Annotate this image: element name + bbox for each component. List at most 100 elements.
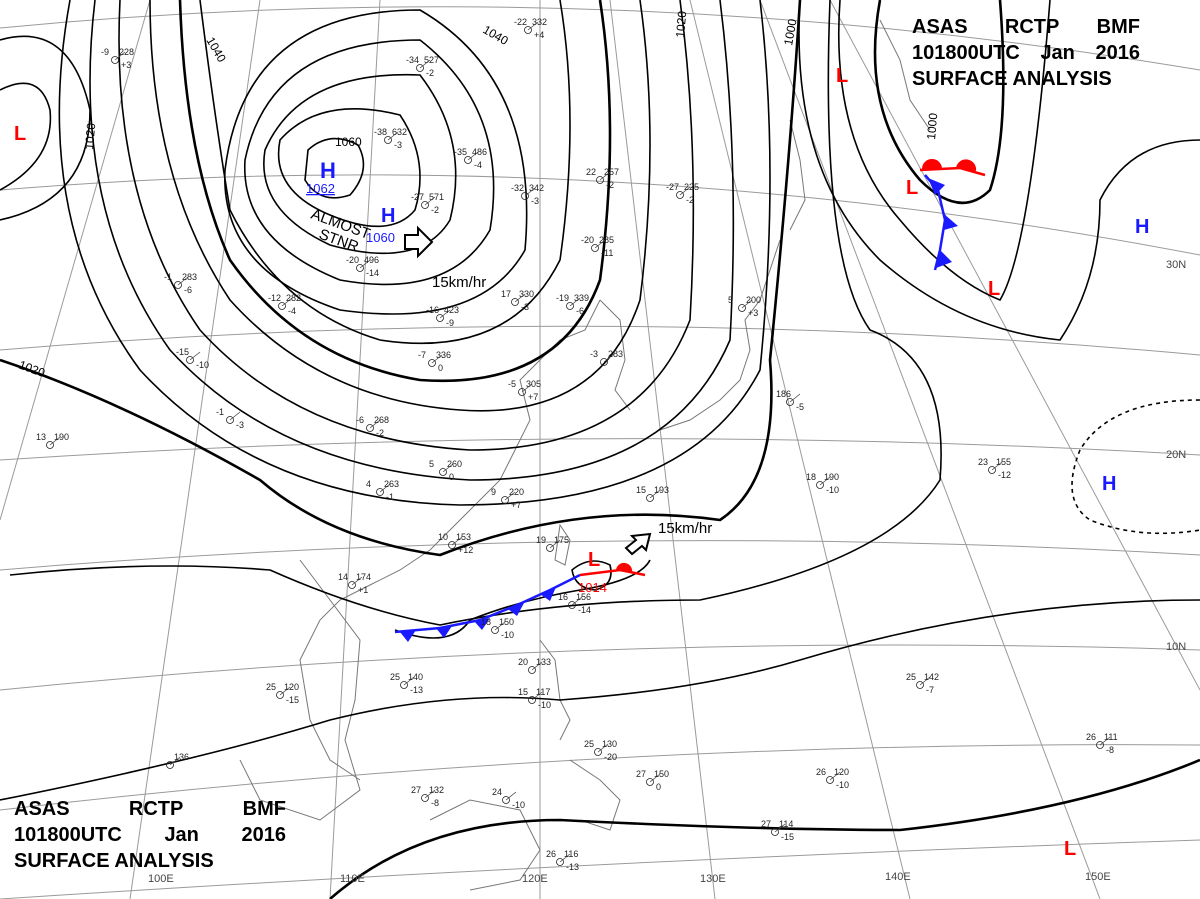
wind-barb-icon (599, 171, 611, 181)
station-pressure: 140 (408, 672, 423, 682)
isobar-low-west (0, 82, 52, 191)
station-marker-icon (524, 26, 532, 34)
lon-label: 100E (148, 873, 174, 885)
station-marker-icon (646, 494, 654, 502)
high-center-value: 1062 (306, 181, 335, 196)
wind-barb-icon (351, 576, 363, 586)
wind-barb-icon (531, 691, 543, 701)
station-temperature: 27 (636, 769, 646, 779)
station-marker-icon (596, 176, 604, 184)
cold-front-barb (508, 603, 524, 616)
station-marker-icon (501, 496, 509, 504)
low-center-symbol: L (1064, 838, 1076, 860)
station-marker-icon (278, 302, 286, 310)
wind-barb-icon (442, 463, 454, 473)
station-temperature: 5 (429, 459, 434, 469)
wind-barb-icon (549, 539, 561, 549)
station-tendency: -6 (184, 285, 192, 295)
station-tendency: -2 (376, 428, 384, 438)
station-temperature: 19 (536, 535, 546, 545)
isobar-1008 (329, 758, 1200, 899)
isobar-label: 1000 (781, 17, 799, 46)
station-plot: 27 114 -15 (761, 819, 794, 842)
station-tendency: -8 (1106, 745, 1114, 755)
wind-barb-icon (991, 461, 1003, 471)
station-marker-icon (400, 681, 408, 689)
lon-label: 130E (700, 873, 726, 885)
station-temperature: -22 (514, 17, 527, 27)
station-pressure: 116 (564, 849, 578, 859)
motion-speed-label: 15km/hr (658, 520, 712, 537)
coastline-indochina (239, 559, 361, 821)
wind-barb-icon (603, 353, 615, 363)
station-pressure: 142 (924, 672, 939, 682)
station-tendency: -20 (604, 752, 617, 762)
station-plot: 18 150 -10 (481, 617, 514, 640)
wind-barb-icon (531, 661, 543, 671)
isobar-label: 1020 (673, 10, 689, 38)
station-plot: 25 140 -13 (390, 672, 423, 695)
station-temperature: 22 (586, 167, 596, 177)
station-temperature: 27 (761, 819, 771, 829)
station-pressure: 225 (684, 182, 699, 192)
low-center-symbol: L (836, 65, 848, 87)
station-marker-icon (166, 761, 174, 769)
station-marker-icon (771, 828, 779, 836)
isobar-1032 (118, 0, 695, 451)
station-plot: -22 332 +4 (514, 17, 547, 40)
coastline-borneo (429, 799, 541, 891)
station-marker-icon (738, 304, 746, 312)
station-pressure: 120 (834, 767, 849, 777)
wind-barb-icon (279, 686, 291, 696)
title-month: Jan (1040, 42, 1075, 64)
station-pressure: 282 (286, 293, 301, 303)
station-temperature: 26 (546, 849, 556, 859)
station-tendency: -10 (826, 485, 839, 495)
title-line-3: SURFACE ANALYSIS (912, 66, 1140, 92)
station-plot: -15 -10 (176, 347, 209, 370)
title-product: ASAS (14, 798, 70, 820)
title-year: 2016 (241, 824, 287, 846)
station-temperature: -1 (216, 407, 224, 417)
wind-barb-icon (467, 151, 479, 161)
station-pressure: 190 (824, 472, 839, 482)
station-plot: 26 120 -10 (816, 767, 849, 790)
motion-speed-label: 15km/hr (432, 274, 486, 291)
station-temperature: 20 (518, 657, 528, 667)
wind-barb-icon (49, 436, 61, 446)
station-plot: 186 -5 (776, 389, 804, 412)
wind-barb-icon (919, 676, 931, 686)
isobar-1036 (149, 0, 651, 412)
station-marker-icon (491, 626, 499, 634)
station-temperature: 24 (492, 787, 502, 797)
title-code: BMF (1096, 16, 1140, 38)
latitude-line-10n (0, 644, 1200, 691)
station-pressure: 632 (392, 127, 407, 137)
station-pressure: 117 (536, 687, 550, 697)
station-marker-icon (916, 681, 924, 689)
station-pressure: 342 (529, 183, 544, 193)
station-plot: 15 117 -10 (518, 687, 551, 710)
coastline-china (299, 299, 601, 781)
station-tendency: -11 (601, 248, 613, 258)
station-plot: -9 228 +3 (101, 47, 134, 70)
station-temperature: -3 (590, 349, 598, 359)
map-title-top-right: ASAS RCTP BMF 101800UTC Jan 2016 SURFACE… (912, 14, 1140, 92)
coastline-mindanao (569, 759, 621, 831)
isobar-northeast-1004 (837, 0, 1051, 301)
lon-label: 150E (1085, 871, 1111, 883)
station-plot: -20 285 -11 (581, 235, 614, 258)
station-pressure: 114 (779, 819, 793, 829)
wind-barb-icon (649, 773, 661, 783)
station-marker-icon (376, 488, 384, 496)
station-tendency: -2 (686, 195, 694, 205)
station-temperature: 13 (36, 432, 46, 442)
latitude-line-0 (0, 839, 1200, 899)
station-temperature: -35 (454, 147, 467, 157)
station-temperature: -32 (511, 183, 524, 193)
wind-barb-icon (819, 476, 831, 486)
title-station: RCTP (128, 798, 184, 820)
wind-barb-icon (439, 309, 451, 319)
wind-barb-icon (229, 411, 241, 421)
